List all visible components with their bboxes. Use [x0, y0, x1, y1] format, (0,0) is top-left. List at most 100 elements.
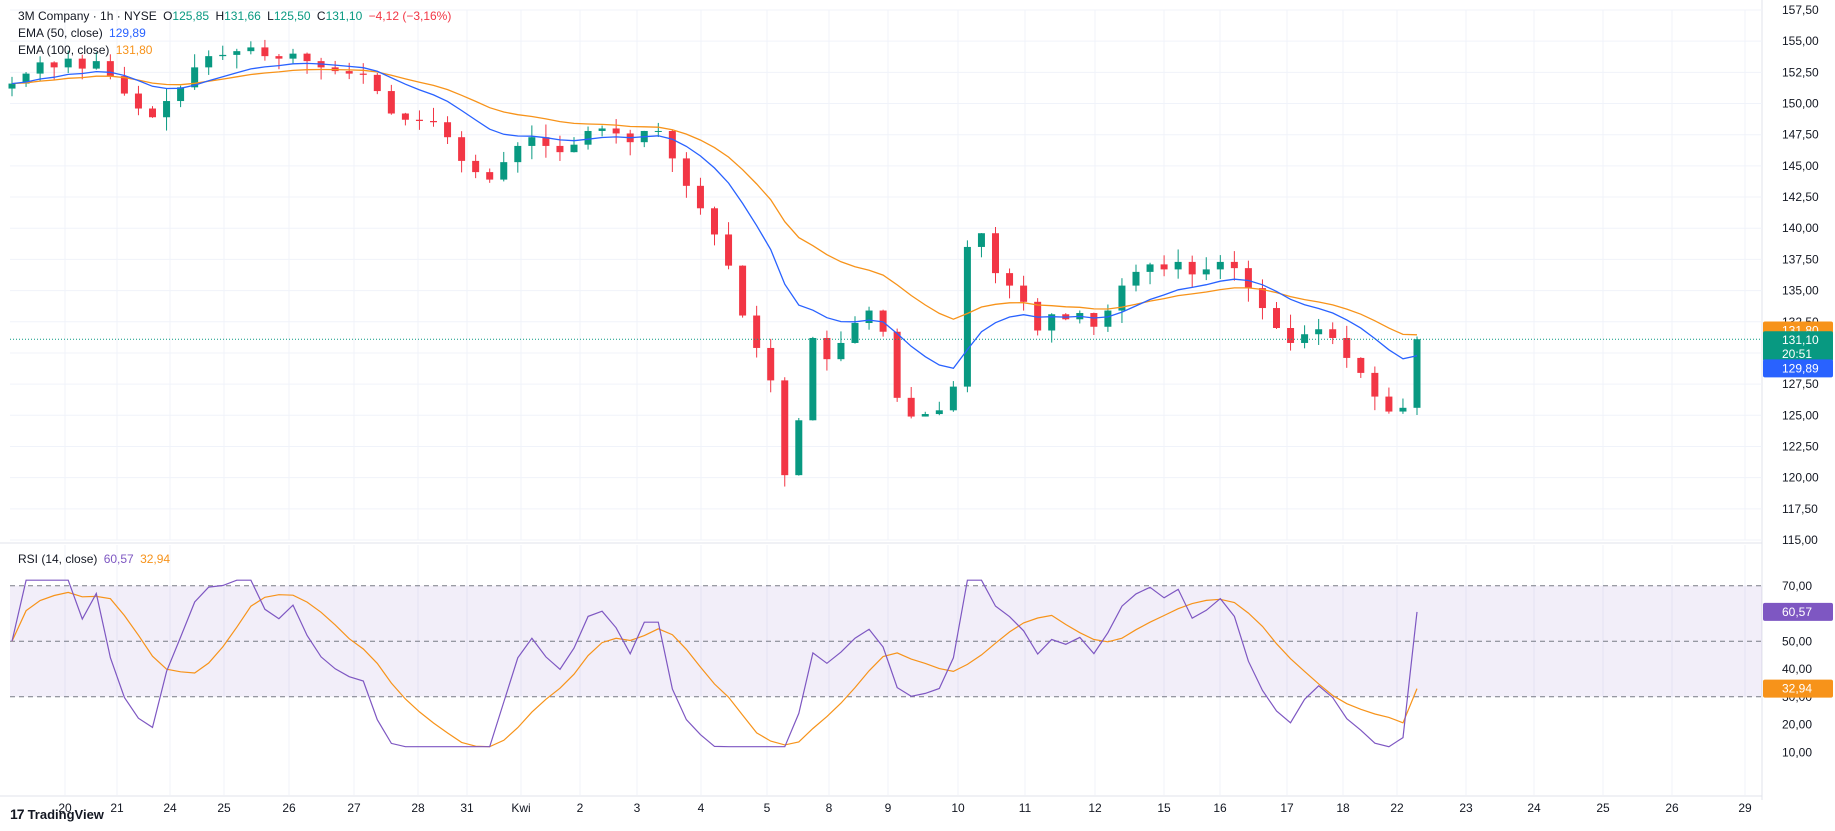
- candle-body: [879, 310, 887, 332]
- rsi-label: RSI (14, close): [18, 552, 98, 566]
- rsi-badge-bg: [1763, 602, 1833, 621]
- last-price-badge-text: 131,10: [1782, 333, 1819, 347]
- candle-body: [682, 158, 690, 186]
- time-tick-label: 5: [764, 801, 771, 815]
- axes: 157,50 155,00 152,50 150,00 147,50 145,00 142,…: [58, 3, 1819, 815]
- time-tick-label: 22: [1390, 801, 1404, 815]
- candle-body: [556, 145, 564, 153]
- ema100-line: [11, 68, 1418, 336]
- candle-body: [345, 71, 353, 74]
- price-tick-label: 120,00: [1782, 471, 1819, 485]
- candle-body: [415, 119, 423, 121]
- symbol-title[interactable]: 3M Company · 1h · NYSE: [18, 9, 157, 23]
- ema50-line: [11, 62, 1418, 370]
- time-tick-label: 23: [1459, 801, 1473, 815]
- candle-body: [64, 58, 72, 68]
- price-tick-label: 152,50: [1782, 65, 1819, 79]
- candle-body: [1174, 261, 1182, 270]
- rsi-tick-label: 10,00: [1782, 745, 1812, 759]
- candle-body: [851, 323, 859, 343]
- candle-body: [191, 67, 199, 88]
- candle-body: [1034, 301, 1042, 331]
- price-tick-label: 122,50: [1782, 439, 1819, 453]
- price-tick-label: 135,00: [1782, 284, 1819, 298]
- rsi-zone: [10, 585, 1762, 698]
- time-tick-label: 4: [698, 801, 705, 815]
- ema50-badge-bg: [1763, 359, 1833, 378]
- candle-body: [1273, 308, 1280, 328]
- ema50-badge: 129,89: [1763, 359, 1833, 378]
- price-tick-label: 117,50: [1782, 502, 1818, 516]
- tradingview-logo[interactable]: 17 TradingView: [10, 806, 104, 822]
- candle-body: [387, 91, 395, 114]
- rsi-legend[interactable]: RSI (14, close) 60,57 32,94: [18, 551, 173, 568]
- price-tick-label: 115,00: [1782, 533, 1818, 547]
- candle-body: [514, 145, 522, 163]
- rsi-badge: 60,57: [1763, 602, 1833, 621]
- candle-body: [247, 47, 255, 52]
- change-value: −4,12 (−3,16%): [368, 9, 452, 23]
- rsi-tick-label: 50,00: [1782, 634, 1812, 648]
- candle-body: [500, 162, 508, 180]
- open-value: 125,85: [172, 9, 210, 23]
- low-value: 125,50: [273, 9, 311, 23]
- candle-body: [106, 61, 114, 77]
- time-tick-label: Kwi: [511, 801, 530, 815]
- candle-body: [444, 122, 452, 138]
- time-tick-label: 16: [1213, 801, 1227, 815]
- candle-body: [1020, 285, 1028, 302]
- candle-body: [865, 310, 873, 324]
- candle-body: [1104, 310, 1112, 327]
- rsi-tick-label: 70,00: [1782, 579, 1812, 593]
- price-tick-label: 137,50: [1782, 252, 1819, 266]
- time-tick-label: 3: [634, 801, 641, 815]
- candle-body: [992, 233, 999, 274]
- candle-body: [458, 137, 466, 161]
- candle-body: [1258, 288, 1266, 309]
- high-label: H: [215, 9, 225, 23]
- candle-body: [584, 130, 592, 145]
- ema50-legend[interactable]: EMA (50, close) 129,89: [18, 25, 149, 42]
- candle-body: [711, 208, 718, 235]
- price-tick-label: 147,50: [1782, 128, 1819, 142]
- candle-body: [1160, 264, 1168, 270]
- candle-body: [1287, 328, 1295, 343]
- rsi-ma-badge: 32,94: [1763, 679, 1833, 698]
- candle-body: [22, 73, 30, 84]
- candle-body: [921, 414, 929, 417]
- candle-body: [542, 137, 550, 146]
- candle-body: [1301, 334, 1309, 343]
- rsi-tick-label: 40,00: [1782, 662, 1812, 676]
- high-value: 131,66: [224, 9, 261, 23]
- candle-body: [1132, 271, 1140, 286]
- candle-body: [767, 347, 775, 381]
- time-tick-label: 25: [217, 801, 231, 815]
- indicator-lines: [10, 62, 1762, 748]
- last-price-badge-bg: [1763, 331, 1833, 362]
- candle-body: [795, 420, 803, 476]
- candle-body: [36, 62, 44, 74]
- candle-body: [261, 47, 269, 57]
- candle-body: [696, 185, 704, 209]
- candle-body: [149, 108, 156, 118]
- candle-body: [430, 120, 437, 123]
- candle-body: [570, 144, 578, 153]
- candle-body: [78, 58, 86, 69]
- time-tick-label: 17: [1280, 801, 1294, 815]
- candle-body: [401, 113, 409, 120]
- time-tick-label: 31: [460, 801, 474, 815]
- candle-body: [1244, 268, 1252, 289]
- ema100-legend[interactable]: EMA (100, close) 131,80: [18, 42, 155, 59]
- price-legend: 3M Company · 1h · NYSE O125,85 H131,66 L…: [18, 8, 454, 25]
- candle-body: [781, 380, 789, 476]
- candle-body: [1329, 329, 1337, 338]
- last-price-badge-text: 20:51: [1782, 347, 1812, 361]
- price-tick-label: 127,50: [1782, 377, 1819, 391]
- time-tick-label: 21: [110, 801, 124, 815]
- candle-body: [668, 130, 676, 159]
- rsi-tick-label: 20,00: [1782, 718, 1812, 732]
- candle-body: [1202, 269, 1210, 275]
- ema50-badge-text: 129,89: [1782, 361, 1819, 375]
